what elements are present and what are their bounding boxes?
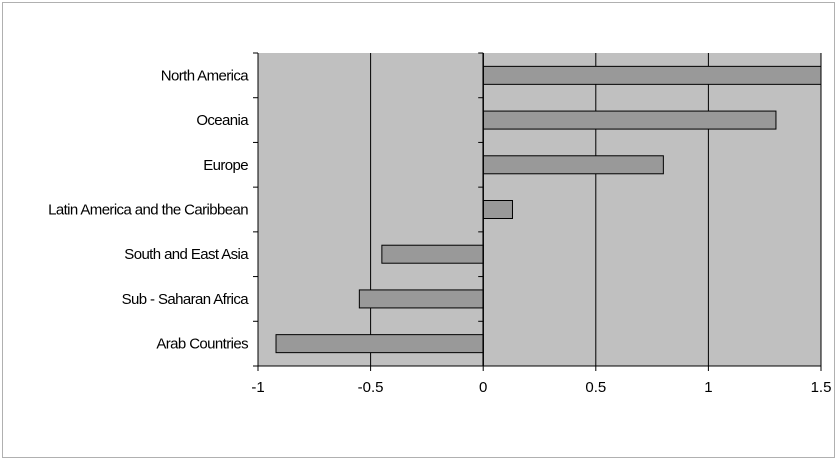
- bar: [275, 334, 484, 354]
- x-tick-label: 1: [704, 379, 712, 396]
- bar: [482, 155, 664, 175]
- axes: [253, 52, 822, 371]
- bar: [482, 110, 777, 130]
- x-tick-label: -1: [251, 379, 264, 396]
- x-tick-label: -0.5: [358, 379, 384, 396]
- category-label: Arab Countries: [156, 336, 248, 353]
- category-label: North America: [161, 67, 249, 84]
- bar: [482, 65, 822, 85]
- bar: [358, 289, 484, 309]
- category-label: South and East Asia: [124, 246, 249, 263]
- bar: [482, 200, 513, 219]
- plot-area: [258, 53, 821, 366]
- x-tick-label: 0.5: [585, 379, 606, 396]
- category-label: Latin America and the Caribbean: [48, 202, 248, 219]
- category-label: Oceania: [196, 112, 249, 129]
- x-tick-label: 1.5: [811, 379, 832, 396]
- labels: North America Oceania Europe Latin America …: [48, 67, 831, 396]
- x-tick-label: 0: [479, 379, 487, 396]
- bar: [381, 244, 484, 264]
- category-label: Europe: [203, 157, 248, 174]
- category-label: Sub - Saharan Africa: [122, 291, 250, 308]
